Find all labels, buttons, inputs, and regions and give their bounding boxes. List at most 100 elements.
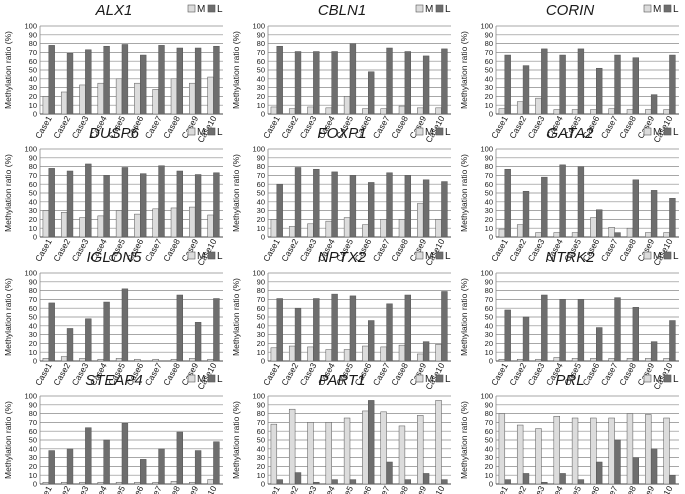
bar-l-case4 bbox=[331, 293, 338, 362]
bar-l-case9 bbox=[194, 174, 202, 238]
bar-l-case10 bbox=[213, 45, 220, 115]
y-tick-label: 0 bbox=[261, 233, 265, 242]
bar-m-case2 bbox=[60, 212, 68, 238]
chart-panel-steap4: STEAP4 M L Methylation ratio (%) 01020304050… bbox=[3, 372, 223, 494]
bar-m-case4 bbox=[325, 349, 332, 362]
chart-panel-foxp1: FOXP1 M L Methylation ratio (%) 010203040506… bbox=[231, 125, 451, 267]
legend-label-m: M bbox=[197, 127, 205, 138]
bar-m-case6 bbox=[362, 108, 369, 115]
bar-l-case4 bbox=[559, 54, 566, 115]
bar-l-case3 bbox=[313, 298, 320, 362]
x-tick-label: Case3 bbox=[298, 361, 319, 388]
y-tick-label: 10 bbox=[485, 471, 493, 480]
x-tick-label: Case9 bbox=[407, 484, 428, 494]
bar-l-case6 bbox=[596, 209, 603, 238]
bar-m-case7 bbox=[608, 358, 615, 362]
y-tick-label: 60 bbox=[29, 57, 37, 66]
bar-m-case9 bbox=[189, 358, 196, 362]
bar-m-case2 bbox=[516, 224, 524, 238]
bar-m-case1 bbox=[498, 108, 506, 115]
y-tick-label: 80 bbox=[29, 39, 37, 48]
y-tick-label: 50 bbox=[257, 313, 265, 322]
bar-m-case5 bbox=[571, 417, 579, 485]
bar-m-case5 bbox=[343, 96, 351, 115]
bar-l-case5 bbox=[577, 299, 585, 362]
bar-m-case1 bbox=[270, 106, 278, 115]
legend-swatch-l bbox=[207, 251, 216, 260]
y-tick-label: 60 bbox=[485, 427, 493, 436]
y-tick-label: 60 bbox=[29, 180, 37, 189]
y-axis-label: Methylation ratio (%) bbox=[459, 154, 469, 232]
y-tick-label: 100 bbox=[480, 145, 493, 154]
x-tick-label: Case10 bbox=[195, 484, 218, 494]
bar-l-case2 bbox=[66, 170, 74, 238]
y-tick-label: 40 bbox=[485, 321, 493, 330]
bar-m-case2 bbox=[288, 345, 296, 362]
bar-m-case9 bbox=[645, 358, 652, 362]
bar-l-case4 bbox=[559, 473, 566, 485]
bar-m-case3 bbox=[307, 346, 314, 362]
legend-label-l: L bbox=[673, 127, 679, 138]
x-tick-label: Case8 bbox=[617, 114, 638, 141]
y-axis-label: Methylation ratio (%) bbox=[231, 31, 241, 109]
x-tick-label: Case8 bbox=[161, 361, 182, 388]
bar-l-case10 bbox=[441, 48, 448, 115]
legend-swatch-l bbox=[663, 374, 672, 383]
x-tick-label: Case2 bbox=[279, 484, 300, 494]
x-tick-label: Case7 bbox=[371, 484, 392, 494]
x-tick-label: Case2 bbox=[507, 114, 528, 141]
legend-label-l: L bbox=[445, 127, 451, 138]
bar-l-case4 bbox=[331, 171, 338, 238]
y-tick-label: 90 bbox=[485, 153, 493, 162]
bar-m-case1 bbox=[42, 358, 50, 362]
bar-l-case1 bbox=[504, 168, 511, 238]
bar-l-case6 bbox=[368, 320, 375, 362]
bar-m-case8 bbox=[626, 413, 634, 485]
y-tick-label: 60 bbox=[257, 180, 265, 189]
y-axis-label: Methylation ratio (%) bbox=[459, 31, 469, 109]
bar-m-case8 bbox=[626, 109, 634, 115]
bar-l-case9 bbox=[194, 322, 202, 362]
y-tick-label: 60 bbox=[257, 304, 265, 313]
bar-m-case6 bbox=[590, 417, 597, 485]
x-tick-label: Case7 bbox=[599, 361, 620, 388]
legend-swatch-m bbox=[643, 127, 652, 136]
x-tick-label: Case8 bbox=[389, 484, 410, 494]
y-tick-label: 70 bbox=[257, 48, 265, 57]
bar-m-case7 bbox=[152, 358, 159, 362]
bar-m-case3 bbox=[79, 481, 86, 485]
x-tick-label: Case6 bbox=[580, 484, 601, 494]
legend-label-m: M bbox=[197, 4, 205, 15]
y-tick-label: 20 bbox=[29, 92, 37, 101]
bar-m-case5 bbox=[343, 349, 351, 362]
bar-l-case2 bbox=[294, 167, 302, 238]
y-tick-label: 50 bbox=[29, 66, 37, 75]
bar-m-case4 bbox=[97, 82, 104, 115]
x-tick-label: Case3 bbox=[298, 484, 319, 494]
bar-m-case10 bbox=[207, 479, 214, 485]
chart-panel-prl: PRL M L Methylation ratio (%) 01020304050607… bbox=[459, 372, 679, 494]
y-tick-label: 0 bbox=[489, 480, 493, 489]
y-tick-label: 90 bbox=[29, 277, 37, 286]
y-tick-label: 60 bbox=[485, 180, 493, 189]
legend-label-l: L bbox=[445, 4, 451, 15]
legend-swatch-l bbox=[663, 127, 672, 136]
bar-m-case8 bbox=[170, 78, 178, 115]
bar-m-case9 bbox=[417, 203, 424, 238]
bar-l-case2 bbox=[522, 190, 530, 238]
y-tick-label: 0 bbox=[33, 233, 37, 242]
bar-l-case6 bbox=[368, 400, 375, 485]
x-tick-label: Case2 bbox=[51, 361, 72, 388]
bar-m-case6 bbox=[134, 358, 141, 362]
bar-m-case1 bbox=[270, 347, 278, 362]
y-tick-label: 60 bbox=[257, 427, 265, 436]
bar-m-case3 bbox=[535, 97, 542, 115]
bar-m-case3 bbox=[535, 232, 542, 238]
bar-l-case7 bbox=[614, 439, 621, 485]
y-tick-label: 0 bbox=[489, 357, 493, 366]
chart-title: PART1 bbox=[319, 372, 366, 389]
legend-label-m: M bbox=[653, 374, 661, 385]
bar-l-case2 bbox=[294, 472, 302, 485]
x-tick-label: Case10 bbox=[423, 484, 446, 494]
bar-m-case3 bbox=[535, 358, 542, 362]
